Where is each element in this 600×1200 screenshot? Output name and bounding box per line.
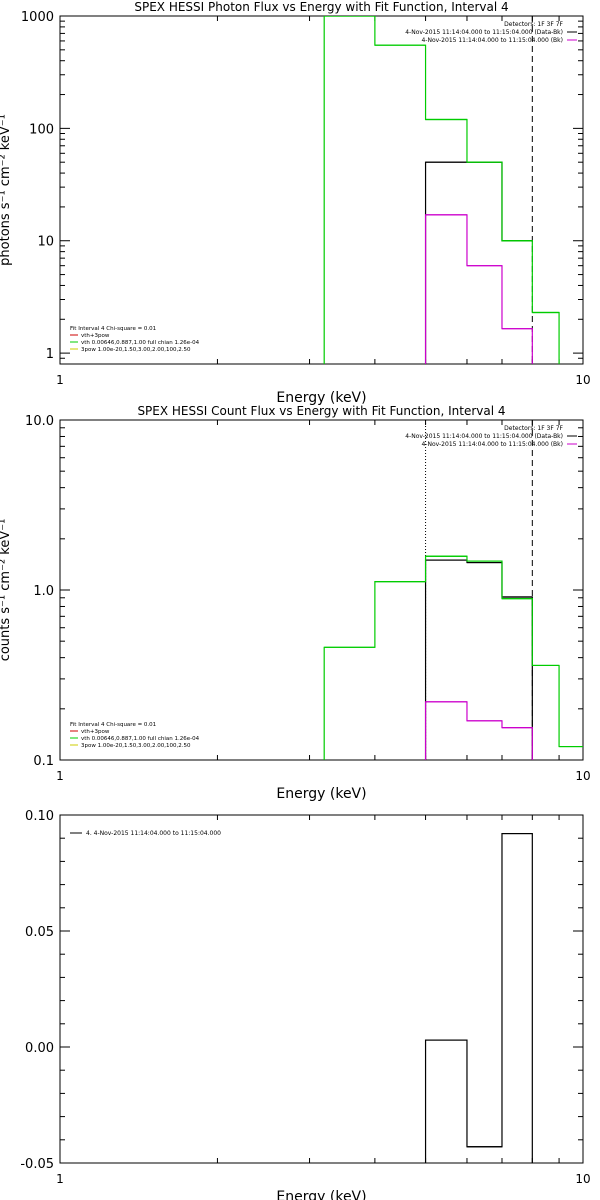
- header-text: 4-Nov-2015 11:14:04.000 to 11:15:04.000 …: [421, 441, 563, 448]
- legend-entry: vth 0.00646,0.887,1.00 full chian 1.26e-…: [81, 340, 200, 346]
- x-tick-label: 10: [575, 373, 590, 387]
- x-tick-label: 1: [56, 373, 64, 387]
- legend-entry: 3pow 1.00e-20,1.50,3.00,2.00,100,2.50: [81, 743, 191, 749]
- plot-frame: [59, 419, 584, 761]
- y-tick-label: 100: [29, 122, 54, 137]
- y-tick-label: 10: [37, 235, 54, 250]
- legend-title: Fit Interval 4 Chi-square = 0.01: [70, 722, 156, 728]
- y-tick-label: 0.10: [25, 809, 54, 824]
- legend-title: Fit Interval 4 Chi-square = 0.01: [70, 326, 156, 332]
- chart-title: SPEX HESSI Count Flux vs Energy with Fit…: [137, 404, 505, 418]
- x-tick-label: 1: [56, 769, 64, 783]
- series-line-1: [424, 214, 533, 364]
- y-tick-label: 1000: [21, 10, 54, 25]
- series-line-0: [424, 832, 533, 1163]
- y-tick-label: 10.0: [25, 414, 54, 429]
- data-area: [323, 16, 560, 364]
- data-area: [424, 832, 533, 1163]
- header-text: Detectors: 1F 3F 7F: [504, 425, 563, 432]
- plot-frame: [59, 814, 584, 1164]
- x-tick-label: 10: [575, 769, 590, 783]
- y-tick-label: 0.1: [33, 754, 54, 769]
- y-axis-label: counts s⁻¹ cm⁻² keV⁻¹: [0, 519, 13, 662]
- header-text: 4-Nov-2015 11:14:04.000 to 11:15:04.000 …: [405, 29, 563, 36]
- panel-1: SPEX HESSI Photon Flux vs Energy with Fi…: [0, 0, 591, 406]
- legend-entry: vth+3pow: [81, 333, 110, 339]
- chart-title: SPEX HESSI Photon Flux vs Energy with Fi…: [134, 0, 508, 14]
- header-text: 4-Nov-2015 11:14:04.000 to 11:15:04.000 …: [421, 37, 563, 44]
- series-line-2: [323, 16, 560, 364]
- series-line-0: [424, 161, 533, 364]
- y-tick-label: 1.0: [33, 584, 54, 599]
- header-text: Detectors: 1F 3F 7F: [504, 21, 563, 28]
- y-tick-label: -0.05: [20, 1157, 54, 1172]
- series-line-0: [424, 559, 533, 760]
- series-line-2: [323, 555, 583, 760]
- x-axis-label: Energy (keV): [276, 390, 366, 406]
- legend-entry: 4. 4-Nov-2015 11:14:04.000 to 11:15:04.0…: [86, 830, 221, 837]
- x-axis-label: Energy (keV): [276, 786, 366, 802]
- x-axis-label: Energy (keV): [276, 1189, 366, 1200]
- y-tick-label: 0.05: [25, 925, 54, 940]
- legend-entry: 3pow 1.00e-20,1.50,3.00,2.00,100,2.50: [81, 347, 191, 353]
- x-tick-label: 1: [56, 1172, 64, 1186]
- header-text: 4-Nov-2015 11:14:04.000 to 11:15:04.000 …: [405, 433, 563, 440]
- series-line-1: [424, 701, 533, 760]
- legend-entry: vth+3pow: [81, 729, 110, 735]
- data-area: [323, 555, 583, 760]
- plot-frame: [59, 15, 584, 365]
- y-tick-label: 0.00: [25, 1041, 54, 1056]
- panel-3: 1 10 Energy (keV) -0.05 0.00 0.05 0.10 4. 4-Nov…: [20, 809, 590, 1200]
- x-tick-label: 10: [575, 1172, 590, 1186]
- y-axis-label: photons s⁻¹ cm⁻² keV⁻¹: [0, 114, 13, 266]
- y-tick-label: 1: [46, 347, 54, 362]
- legend-entry: vth 0.00646,0.887,1.00 full chian 1.26e-…: [81, 736, 200, 742]
- panel-2: SPEX HESSI Count Flux vs Energy with Fit…: [0, 404, 591, 802]
